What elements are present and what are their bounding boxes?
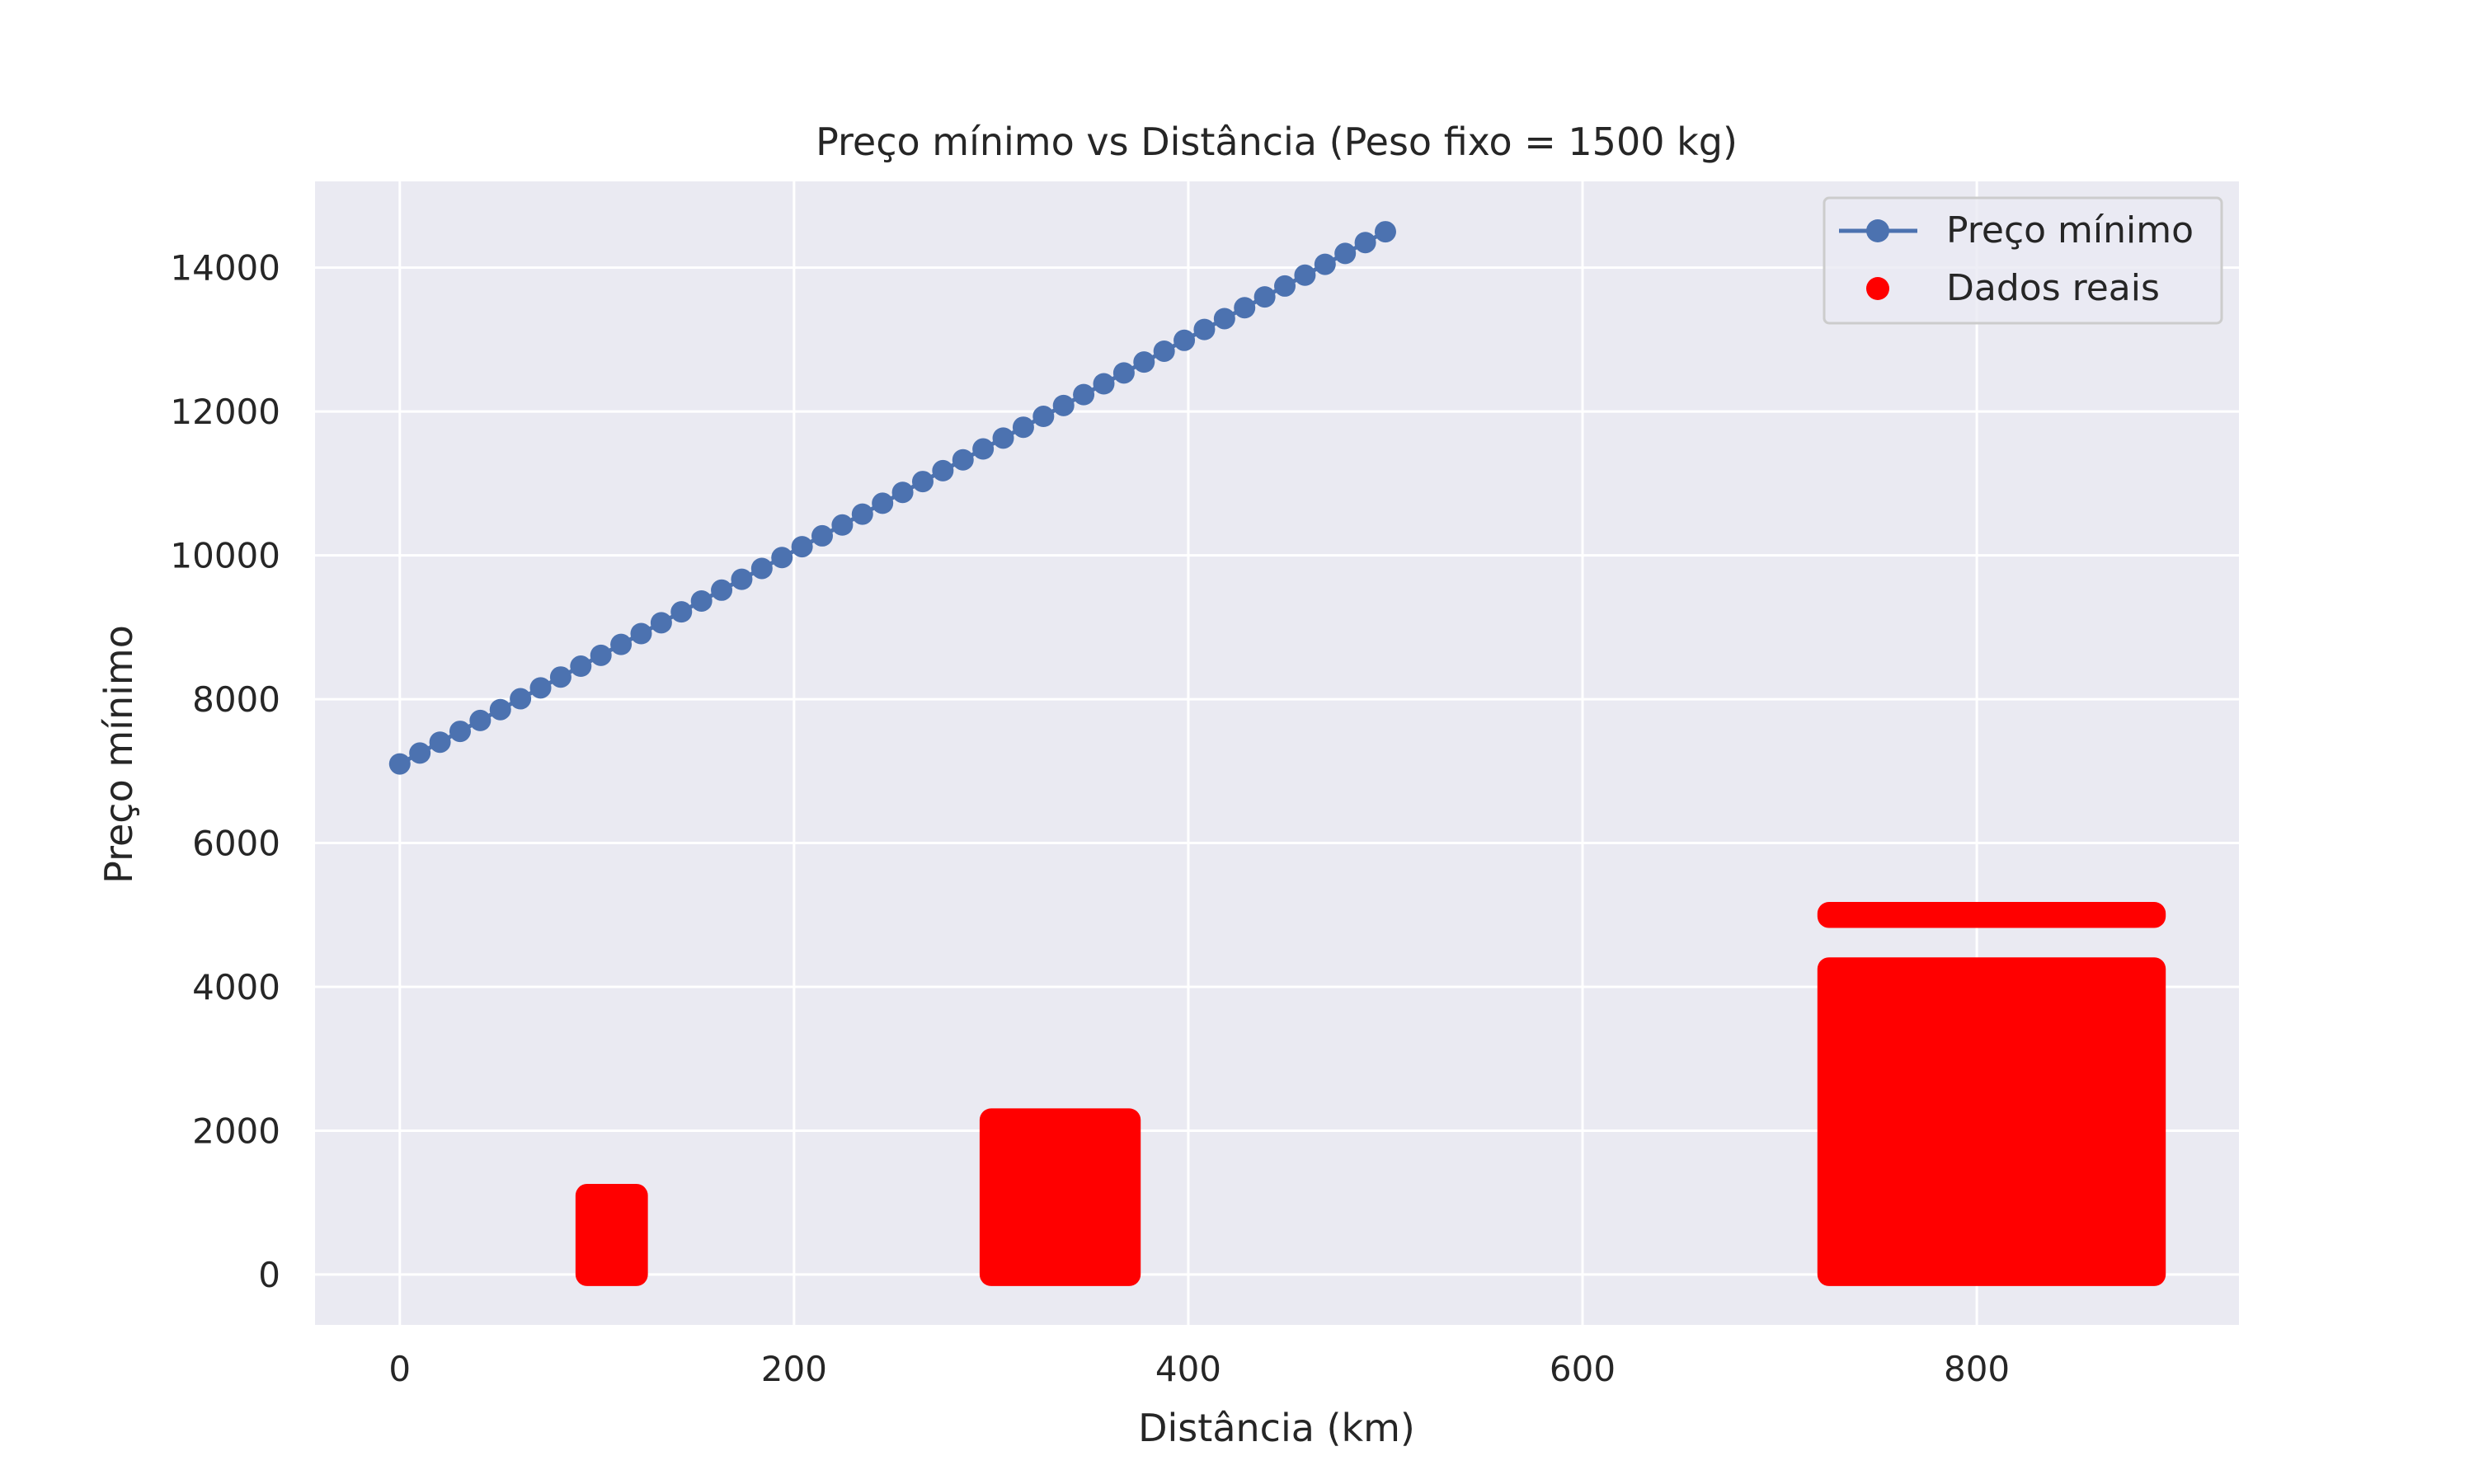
preco-minimo-point [831,514,854,536]
dados-reais-cluster [1817,957,2166,1286]
preco-minimo-point [1052,394,1075,416]
preco-minimo-point [469,709,492,731]
preco-minimo-point [791,536,813,558]
preco-minimo-point [670,601,693,623]
legend-label-dados-reais: Dados reais [1946,267,2160,309]
preco-minimo-point [1374,221,1396,243]
preco-minimo-point [731,568,753,590]
preco-minimo-point [1213,308,1235,330]
y-tick-label: 0 [258,1255,280,1295]
legend: Preço mínimo Dados reais [1823,196,2223,325]
x-tick-label: 0 [388,1349,411,1389]
preco-minimo-point [650,612,672,634]
preco-minimo-point [1032,406,1055,428]
y-tick-labels: 0 2000 4000 6000 8000 10000 12000 14000 [170,248,280,1295]
preco-minimo-point [489,698,511,721]
legend-box [1823,196,2223,325]
preco-minimo-point [610,633,633,655]
y-tick-label: 8000 [192,679,280,720]
preco-minimo-point [1153,340,1175,362]
dados-reais-cluster [575,1183,648,1286]
preco-minimo-point [1012,416,1034,439]
dados-reais-cluster [1817,902,2166,928]
x-tick-label: 800 [1944,1349,2010,1389]
preco-minimo-point [1093,373,1115,395]
preco-minimo-point [711,579,733,601]
preco-minimo-point [429,731,451,754]
preco-minimo-point [771,547,793,569]
preco-minimo-point [851,503,873,525]
legend-label-preco-minimo: Preço mínimo [1946,209,2194,251]
x-tick-label: 400 [1155,1349,1221,1389]
y-tick-label: 6000 [192,824,280,864]
preco-minimo-point [952,448,974,471]
preco-minimo-point [1174,329,1196,351]
preco-minimo-point [409,742,431,764]
x-tick-label: 600 [1550,1349,1616,1389]
preco-minimo-point [1112,362,1135,384]
preco-minimo-point [1274,275,1296,297]
x-tick-labels: 0 200 400 600 800 [388,1349,2010,1389]
preco-minimo-point [630,622,652,645]
preco-minimo-point [1193,318,1216,340]
preco-minimo-point [932,459,954,481]
preco-minimo-point [972,438,995,460]
preco-minimo-point [510,688,532,710]
preco-minimo-point [449,721,471,743]
y-tick-label: 10000 [170,536,280,576]
legend-scatter-marker [1866,277,1889,300]
preco-minimo-point [1253,286,1276,308]
preco-minimo-point [549,666,571,688]
preco-minimo-point [1234,297,1256,319]
y-axis-label: Preço mínimo [96,625,141,884]
preco-minimo-point [1354,232,1376,254]
preco-minimo-point [911,471,934,493]
preco-minimo-point [992,427,1014,449]
y-tick-label: 2000 [192,1111,280,1151]
preco-minimo-point [1133,351,1155,373]
preco-minimo-point [1073,383,1095,406]
preco-minimo-point [750,557,773,580]
preco-minimo-point [872,492,894,514]
preco-minimo-point [570,655,592,678]
preco-minimo-point [1294,264,1316,286]
preco-minimo-series [388,221,1396,775]
preco-minimo-point [590,644,612,666]
dados-reais-cluster [979,1108,1141,1286]
preco-minimo-point [811,524,834,547]
preco-minimo-point [1314,253,1336,275]
legend-line-marker [1866,219,1889,242]
preco-minimo-point [388,753,411,775]
y-tick-label: 14000 [170,248,280,289]
dados-reais-series [575,902,2166,1286]
x-axis-label: Distância (km) [1138,1406,1415,1450]
preco-minimo-point [1334,242,1357,265]
x-tick-label: 200 [761,1349,827,1389]
y-tick-label: 12000 [170,392,280,432]
preco-minimo-point [529,677,552,699]
preco-minimo-point [891,481,914,504]
y-tick-label: 4000 [192,967,280,1007]
preco-minimo-point [690,589,713,612]
chart-title: Preço mínimo vs Distância (Peso fixo = 1… [816,120,1738,164]
